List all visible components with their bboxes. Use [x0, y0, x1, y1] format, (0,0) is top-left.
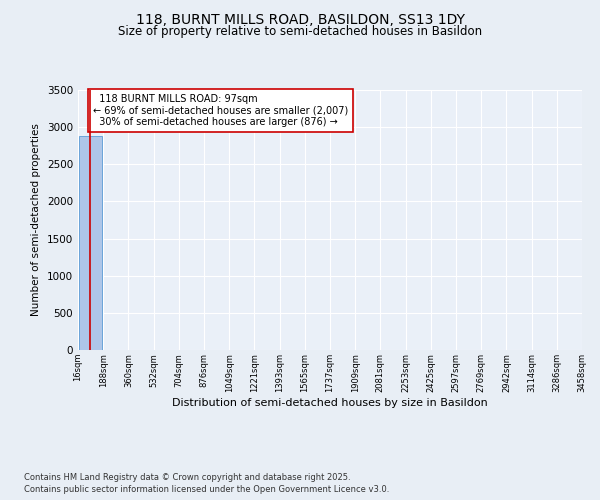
Text: Contains public sector information licensed under the Open Government Licence v3: Contains public sector information licen… — [24, 485, 389, 494]
Text: 118 BURNT MILLS ROAD: 97sqm
← 69% of semi-detached houses are smaller (2,007)
  : 118 BURNT MILLS ROAD: 97sqm ← 69% of sem… — [93, 94, 349, 127]
Text: Contains HM Land Registry data © Crown copyright and database right 2025.: Contains HM Land Registry data © Crown c… — [24, 472, 350, 482]
Text: 118, BURNT MILLS ROAD, BASILDON, SS13 1DY: 118, BURNT MILLS ROAD, BASILDON, SS13 1D… — [136, 12, 464, 26]
X-axis label: Distribution of semi-detached houses by size in Basildon: Distribution of semi-detached houses by … — [172, 398, 488, 407]
Text: Size of property relative to semi-detached houses in Basildon: Size of property relative to semi-detach… — [118, 25, 482, 38]
Y-axis label: Number of semi-detached properties: Number of semi-detached properties — [31, 124, 41, 316]
Bar — [79, 136, 102, 350]
